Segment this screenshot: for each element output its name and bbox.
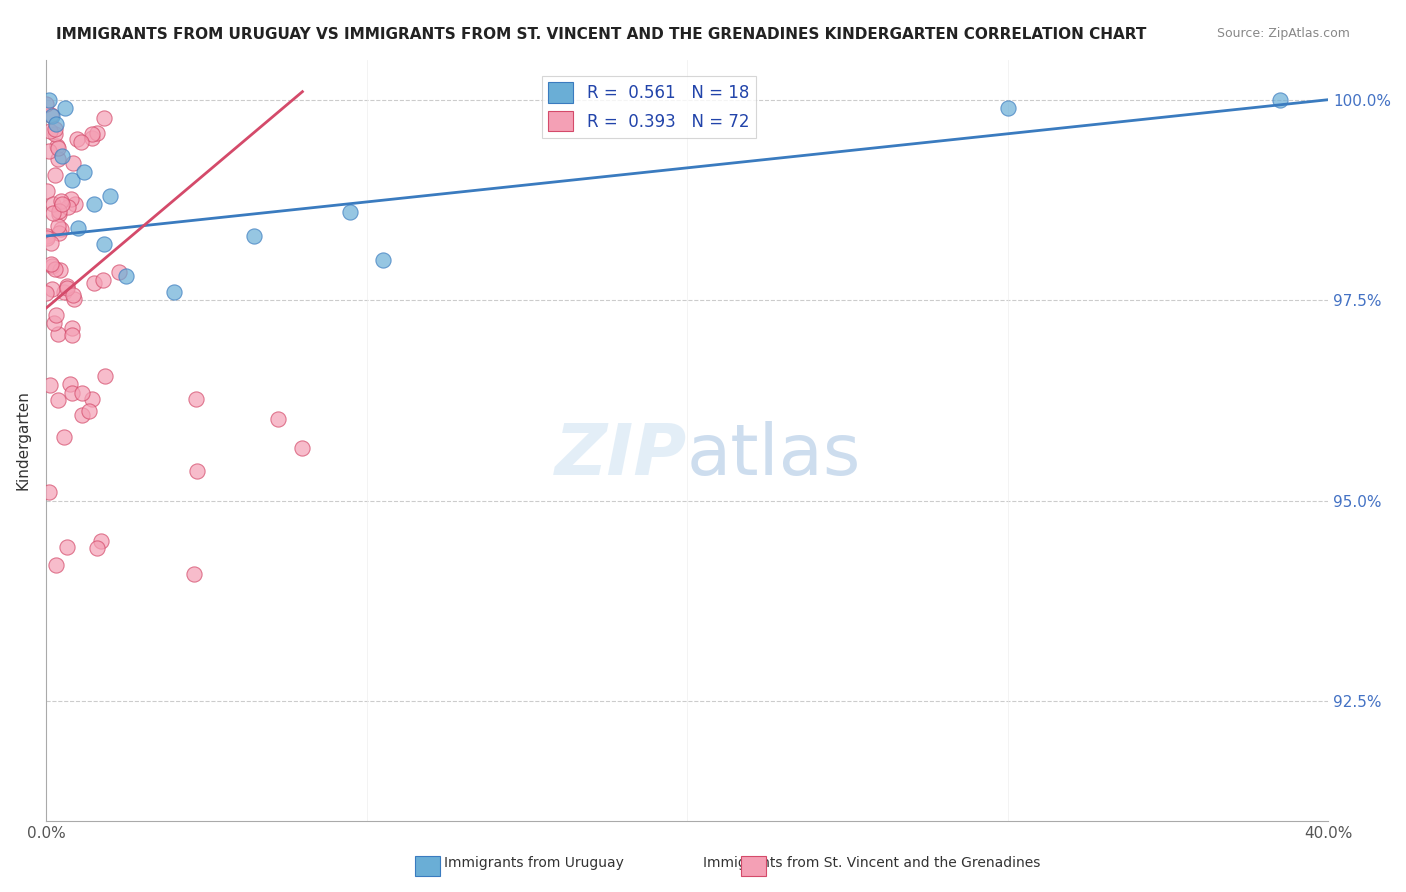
Text: atlas: atlas (688, 421, 862, 491)
Point (997, 101, 1019, 115)
Point (49, 221, 72, 235)
Point (70, 408, 93, 422)
Point (56, 278, 79, 293)
Point (38, 485, 60, 500)
Point (35, 97, 58, 112)
Point (45, 308, 67, 322)
Point (48, 141, 70, 155)
Point (70, 135, 93, 149)
Point (86, 126, 108, 140)
Point (73, 165, 96, 179)
Point (51, 194, 73, 208)
Point (62, 288, 84, 302)
Point (86, 541, 108, 555)
Point (80, 392, 103, 407)
Point (48, 207, 70, 221)
Point (51, 149, 73, 163)
Point (56, 200, 79, 214)
Point (163, 285, 186, 300)
Point (59, 376, 82, 391)
Point (93, 111, 115, 125)
Point (48, 226, 70, 240)
Point (82, 127, 104, 141)
Point (52, 285, 75, 299)
Point (82, 131, 104, 145)
Point (39, 257, 62, 271)
Point (48, 204, 70, 219)
Point (62, 156, 84, 170)
Point (37, 184, 59, 198)
Point (55, 280, 77, 294)
Point (108, 265, 131, 279)
Point (41, 259, 63, 273)
Point (44, 122, 66, 136)
Point (98, 189, 121, 203)
Point (41, 197, 63, 211)
Point (51, 196, 73, 211)
Point (53, 101, 76, 115)
Point (60, 386, 83, 401)
Point (38, 93, 60, 107)
Point (63, 196, 86, 211)
Point (38, 377, 60, 392)
Point (243, 229, 266, 244)
Point (60, 173, 83, 187)
Point (184, 392, 207, 406)
Point (44, 262, 66, 277)
Point (39, 124, 62, 138)
Point (39, 108, 62, 122)
Text: Source: ZipAtlas.com: Source: ZipAtlas.com (1216, 27, 1350, 40)
Point (77, 404, 100, 418)
Point (371, 253, 394, 268)
Point (339, 205, 361, 219)
Point (91, 273, 114, 287)
Point (63, 292, 86, 306)
Point (46, 219, 69, 233)
Point (115, 269, 138, 284)
Point (44, 316, 66, 330)
Point (83, 197, 105, 211)
Point (35, 285, 58, 300)
Y-axis label: Kindergarten: Kindergarten (15, 391, 30, 491)
Point (44, 127, 66, 141)
Point (37, 228, 59, 243)
Text: Immigrants from Uruguay: Immigrants from Uruguay (444, 855, 624, 870)
Text: IMMIGRANTS FROM URUGUAY VS IMMIGRANTS FROM ST. VINCENT AND THE GRENADINES KINDER: IMMIGRANTS FROM URUGUAY VS IMMIGRANTS FR… (56, 27, 1147, 42)
Point (90, 534, 112, 549)
Point (267, 412, 290, 426)
Point (93, 237, 115, 252)
Point (38, 144, 60, 158)
Point (46, 138, 69, 153)
Point (1268, 93, 1291, 107)
Point (83, 276, 105, 290)
Point (66, 131, 89, 145)
Point (70, 386, 93, 401)
Point (37, 230, 59, 244)
Point (46, 153, 69, 167)
Point (94, 369, 117, 384)
Point (56, 540, 79, 554)
Point (45, 117, 67, 131)
Point (66, 221, 89, 235)
Point (59, 192, 82, 206)
Text: ZIP: ZIP (555, 421, 688, 491)
Point (44, 168, 66, 182)
Point (41, 109, 63, 123)
Point (45, 558, 67, 572)
Point (60, 321, 83, 335)
Point (46, 392, 69, 407)
Point (49, 262, 72, 277)
Legend: R =  0.561   N = 18, R =  0.393   N = 72: R = 0.561 N = 18, R = 0.393 N = 72 (541, 76, 755, 138)
Point (183, 566, 205, 581)
Point (41, 282, 63, 296)
Point (39, 235, 62, 250)
Point (46, 326, 69, 341)
Point (52, 430, 75, 444)
Point (186, 464, 208, 478)
Text: Immigrants from St. Vincent and the Grenadines: Immigrants from St. Vincent and the Gren… (703, 855, 1040, 870)
Point (60, 328, 83, 343)
Point (291, 441, 314, 455)
Point (42, 205, 65, 219)
